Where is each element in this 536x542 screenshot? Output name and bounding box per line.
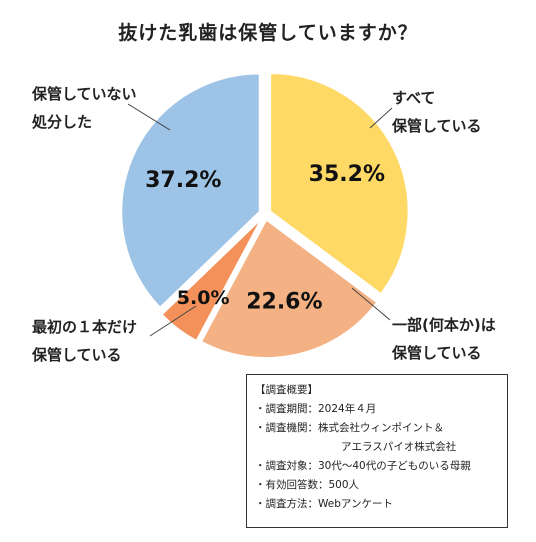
slice-label-line: 保管している [32, 346, 122, 364]
slice-all-kept [269, 72, 410, 295]
survey-key: ・調査機関 [255, 422, 308, 434]
slice-label-line: 一部(何本か)は [392, 316, 496, 334]
slice-not-kept [120, 72, 261, 309]
slice-value-label: 35.2% [309, 162, 385, 187]
survey-value: 株式会社ウィンポイント＆ [318, 422, 444, 434]
survey-key: ・調査期間 [255, 403, 308, 415]
slice-label-some-kept: 一部(何本か)は 保管している [392, 311, 496, 367]
slice-value-label: 37.2% [145, 168, 221, 193]
leader-line [351, 287, 391, 321]
survey-row-responses: ・有効回答数： 500人 [255, 476, 499, 495]
slice-some-kept [200, 218, 378, 359]
leader-line [127, 103, 171, 131]
slice-label-line: すべて [392, 89, 436, 107]
slice-label-line: 保管している [392, 344, 482, 362]
leader-line [149, 305, 197, 337]
survey-overview-box: 【調査概要】 ・調査期間： 2024年４月 ・調査機関：株式会社ウィンポイント＆ … [246, 374, 508, 528]
slice-value-label: 22.6% [246, 290, 322, 315]
survey-value: 30代～40代の子どものいる母親 [318, 460, 471, 472]
survey-value: Webアンケート [318, 498, 393, 510]
slice-label-all-kept: すべて 保管している [392, 84, 482, 140]
slice-label-not-kept: 保管していない 処分した [32, 80, 137, 136]
slice-label-first-only: 最初の１本だけ 保管している [32, 313, 137, 369]
survey-value: 500人 [328, 479, 360, 491]
survey-value: アエラスパイオ株式会社 [341, 441, 457, 453]
leader-line [369, 107, 393, 129]
slice-label-line: 保管していない [32, 85, 137, 103]
slice-label-line: 最初の１本だけ [32, 318, 138, 336]
slice-value-label: 5.0% [177, 287, 230, 309]
survey-row-organization-cont: アエラスパイオ株式会社 [255, 438, 499, 457]
slice-first-only [160, 218, 263, 342]
survey-row-period: ・調査期間： 2024年４月 [255, 400, 499, 419]
survey-row-organization: ・調査機関：株式会社ウィンポイント＆ [255, 419, 499, 438]
survey-heading: 【調査概要】 [255, 384, 318, 396]
survey-row-method: ・調査方法： Webアンケート [255, 495, 499, 514]
slice-label-line: 処分した [32, 113, 93, 131]
chart-title: 抜けた乳歯は保管していますか？ [118, 22, 418, 44]
survey-key: ・調査方法 [255, 498, 308, 510]
survey-key: ・調査対象 [255, 460, 308, 472]
survey-row-target: ・調査対象： 30代～40代の子どものいる母親 [255, 457, 499, 476]
slice-label-line: 保管している [392, 117, 482, 135]
survey-value: 2024年４月 [318, 403, 377, 415]
survey-key: ・有効回答数 [255, 479, 318, 491]
